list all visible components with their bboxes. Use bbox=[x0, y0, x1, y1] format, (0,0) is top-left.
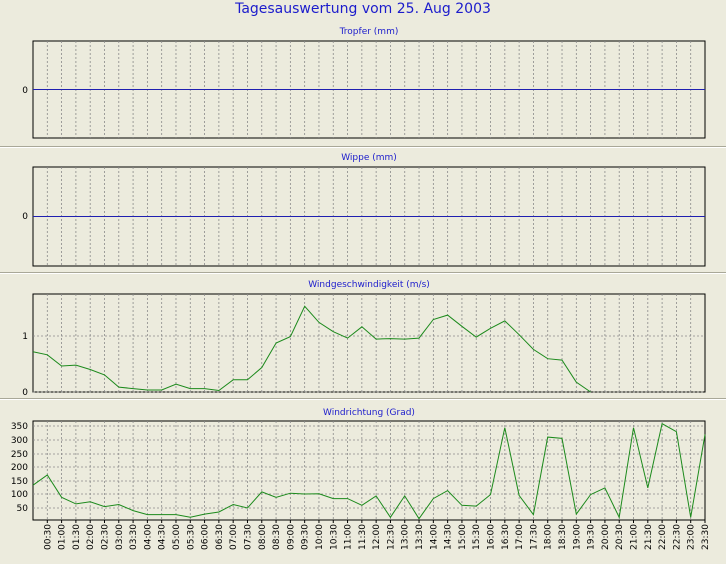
x-tick-label: 02:00 bbox=[86, 524, 96, 550]
series-line bbox=[32, 305, 591, 393]
x-tick-label: 11:00 bbox=[344, 524, 354, 550]
x-tick-label: 16:00 bbox=[487, 524, 497, 550]
chart-title: Tropfer (mm) bbox=[339, 27, 399, 37]
x-tick-label: 14:30 bbox=[444, 524, 454, 550]
x-tick-label: 09:30 bbox=[301, 524, 311, 550]
chart-title: Windgeschwindigkeit (m/s) bbox=[308, 280, 430, 290]
x-tick-label: 23:30 bbox=[701, 524, 711, 550]
x-tick-label: 01:00 bbox=[58, 524, 68, 550]
x-tick-label: 08:30 bbox=[272, 524, 282, 550]
y-tick-label: 0 bbox=[22, 86, 28, 96]
x-tick-label: 08:00 bbox=[258, 524, 268, 550]
x-tick-label: 02:30 bbox=[101, 524, 111, 550]
y-tick-label: 200 bbox=[11, 463, 28, 473]
chart-title: Windrichtung (Grad) bbox=[323, 408, 415, 418]
y-tick-label: 0 bbox=[22, 388, 28, 398]
x-tick-label: 03:00 bbox=[115, 524, 125, 550]
x-tick-label: 09:00 bbox=[286, 524, 296, 550]
plot-area bbox=[32, 293, 706, 393]
x-tick-label: 07:30 bbox=[244, 524, 254, 550]
panel-separator bbox=[0, 398, 726, 400]
x-tick-label: 18:30 bbox=[558, 524, 568, 550]
y-tick-label: 50 bbox=[17, 504, 29, 514]
x-tick-label: 11:30 bbox=[358, 524, 368, 550]
y-tick-label: 350 bbox=[11, 422, 28, 432]
x-tick-label: 06:30 bbox=[215, 524, 225, 550]
x-tick-label: 22:00 bbox=[658, 524, 668, 550]
x-tick-label: 17:00 bbox=[515, 524, 525, 550]
page-title: Tagesauswertung vom 25. Aug 2003 bbox=[235, 1, 491, 17]
y-tick-label: 1 bbox=[22, 332, 28, 342]
x-tick-label: 03:30 bbox=[129, 524, 139, 550]
x-tick-label: 19:00 bbox=[572, 524, 582, 550]
x-tick-label: 15:00 bbox=[458, 524, 468, 550]
x-tick-label: 01:30 bbox=[72, 524, 82, 550]
y-tick-label: 100 bbox=[11, 490, 28, 500]
x-tick-label: 21:00 bbox=[630, 524, 640, 550]
x-tick-label: 14:00 bbox=[429, 524, 439, 550]
x-tick-label: 15:30 bbox=[472, 524, 482, 550]
chart-title: Wippe (mm) bbox=[341, 153, 397, 163]
x-tick-label: 22:30 bbox=[672, 524, 682, 550]
y-tick-label: 250 bbox=[11, 450, 28, 460]
x-tick-label: 17:30 bbox=[529, 524, 539, 550]
x-tick-label: 19:30 bbox=[587, 524, 597, 550]
x-tick-label: 04:30 bbox=[158, 524, 168, 550]
x-tick-label: 13:30 bbox=[415, 524, 425, 550]
y-tick-label: 0 bbox=[22, 212, 28, 222]
plot-area bbox=[32, 420, 706, 521]
x-tick-label: 23:00 bbox=[687, 524, 697, 550]
x-tick-label: 05:00 bbox=[172, 524, 182, 550]
x-tick-label: 13:00 bbox=[401, 524, 411, 550]
x-tick-label: 10:30 bbox=[329, 524, 339, 550]
x-tick-label: 18:00 bbox=[544, 524, 554, 550]
x-tick-label: 12:30 bbox=[386, 524, 396, 550]
x-tick-label: 00:30 bbox=[43, 524, 53, 550]
y-tick-label: 150 bbox=[11, 477, 28, 487]
x-tick-label: 05:30 bbox=[186, 524, 196, 550]
x-tick-label: 06:00 bbox=[201, 524, 211, 550]
x-tick-label: 16:30 bbox=[501, 524, 511, 550]
panel-separator bbox=[0, 146, 726, 148]
y-tick-label: 300 bbox=[11, 436, 28, 446]
panel-separator bbox=[0, 272, 726, 274]
x-tick-label: 20:30 bbox=[615, 524, 625, 550]
x-tick-label: 21:30 bbox=[644, 524, 654, 550]
x-tick-label: 04:00 bbox=[143, 524, 153, 550]
x-tick-label: 12:00 bbox=[372, 524, 382, 550]
x-tick-label: 07:00 bbox=[229, 524, 239, 550]
x-tick-label: 10:00 bbox=[315, 524, 325, 550]
series-line bbox=[32, 422, 706, 520]
x-tick-label: 20:00 bbox=[601, 524, 611, 550]
